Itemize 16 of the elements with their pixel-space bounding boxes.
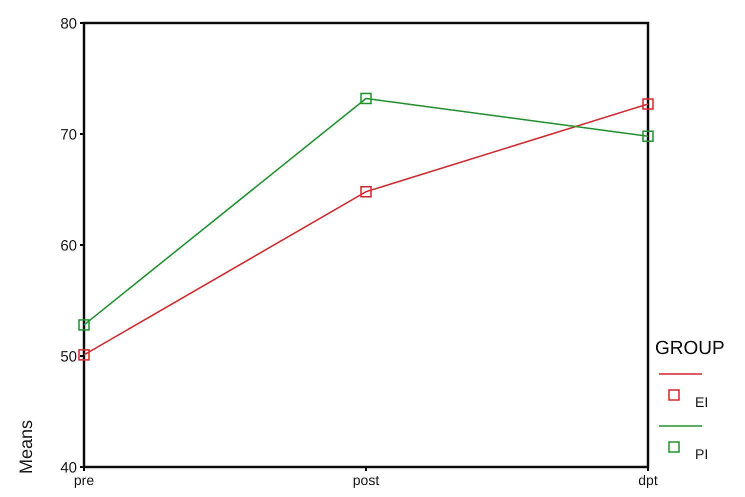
y-tick-label: 80: [60, 15, 77, 32]
point: [78, 349, 90, 361]
y-tick-label: 60: [60, 237, 77, 254]
y-tick-label: 70: [60, 126, 77, 144]
x-tick-label: dpt: [638, 472, 658, 488]
legend-label: EI: [695, 394, 708, 410]
point: [78, 319, 90, 331]
point: [360, 186, 372, 198]
legend-label: PI: [695, 446, 708, 462]
y-tick-label: 50: [60, 348, 77, 366]
legend-title: GROUP: [655, 338, 725, 359]
x-tick-label: post: [352, 472, 380, 488]
point: [642, 130, 654, 142]
point: [642, 98, 654, 110]
point: [360, 92, 372, 104]
y-axis-title: Means: [16, 420, 36, 474]
